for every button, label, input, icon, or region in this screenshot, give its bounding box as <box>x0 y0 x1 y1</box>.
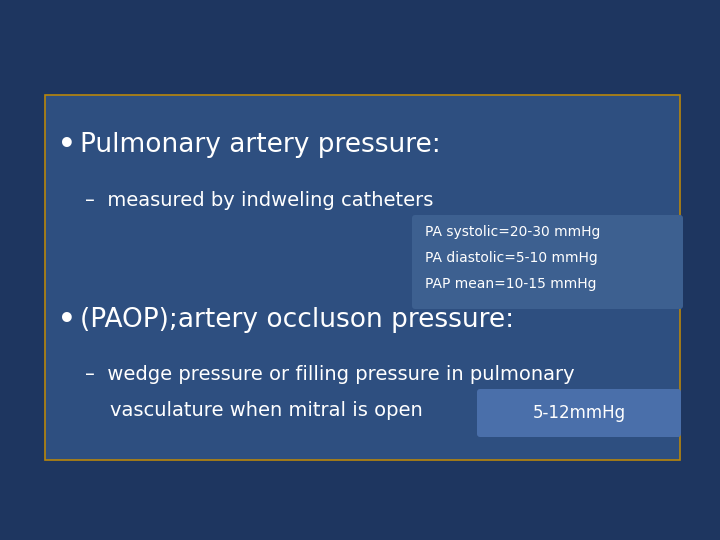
Text: –  wedge pressure or filling pressure in pulmonary: – wedge pressure or filling pressure in … <box>85 366 575 384</box>
Text: –  measured by indweling catheters: – measured by indweling catheters <box>85 191 433 210</box>
Text: Pulmonary artery pressure:: Pulmonary artery pressure: <box>80 132 441 158</box>
Text: •: • <box>58 131 76 159</box>
FancyBboxPatch shape <box>477 389 681 437</box>
Text: PAP mean=10-15 mmHg: PAP mean=10-15 mmHg <box>425 277 596 291</box>
Text: PA systolic=20-30 mmHg: PA systolic=20-30 mmHg <box>425 225 600 239</box>
FancyBboxPatch shape <box>412 215 683 309</box>
Text: 5-12mmHg: 5-12mmHg <box>532 404 626 422</box>
FancyBboxPatch shape <box>45 95 680 460</box>
Text: PA diastolic=5-10 mmHg: PA diastolic=5-10 mmHg <box>425 251 598 265</box>
Text: (PAOP);artery occluson pressure:: (PAOP);artery occluson pressure: <box>80 307 514 333</box>
Text: vasculature when mitral is open: vasculature when mitral is open <box>85 401 423 420</box>
Text: •: • <box>58 306 76 334</box>
